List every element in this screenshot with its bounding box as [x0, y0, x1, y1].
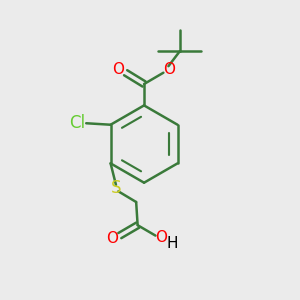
Text: O: O — [163, 62, 175, 77]
Text: H: H — [166, 236, 178, 251]
Text: O: O — [112, 62, 124, 77]
Text: Cl: Cl — [69, 114, 85, 132]
Text: O: O — [106, 231, 119, 246]
Text: O: O — [155, 230, 167, 245]
Text: S: S — [111, 179, 122, 197]
